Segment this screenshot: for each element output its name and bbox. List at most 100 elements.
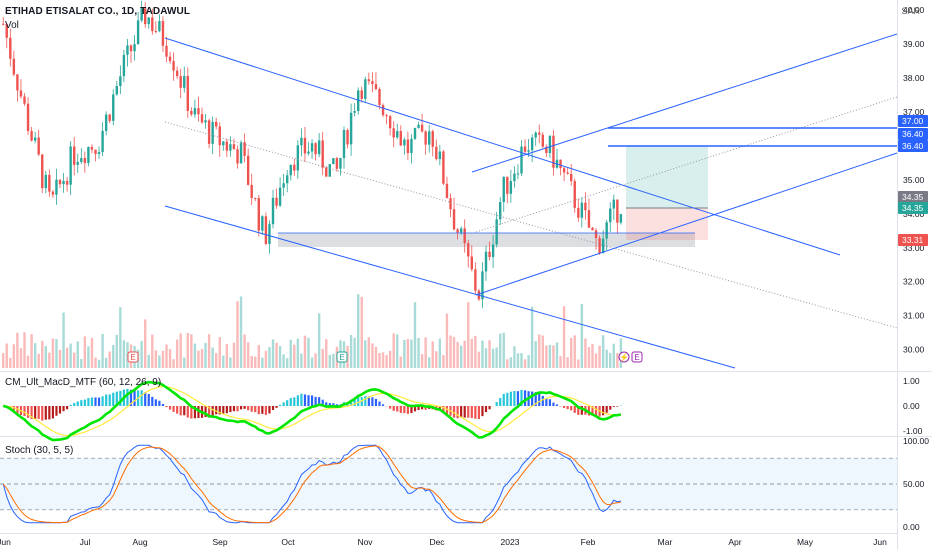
macd-histogram-bar <box>193 406 196 419</box>
macd-histogram-bar <box>73 403 76 406</box>
candle-body <box>502 176 505 203</box>
earnings-marker[interactable]: E <box>127 351 139 363</box>
volume-bar <box>207 334 211 368</box>
earnings-marker[interactable]: E <box>336 351 348 363</box>
candle-body <box>151 17 154 32</box>
macd-histogram-bar <box>105 394 108 406</box>
price-label-box <box>898 191 928 203</box>
volume-bar <box>332 353 335 368</box>
price-tick-label: 31.00 <box>903 311 925 321</box>
candle-body <box>239 142 243 164</box>
macd-histogram-bar <box>602 406 605 416</box>
support-zone[interactable] <box>278 233 695 247</box>
earnings-marker[interactable]: E <box>631 351 643 363</box>
volume-bar <box>516 353 520 368</box>
macd-histogram-bar <box>161 403 165 406</box>
volume-bar <box>12 344 16 368</box>
volume-bar <box>300 353 303 368</box>
candle-body <box>580 202 584 218</box>
macd-histogram-bar <box>208 406 211 418</box>
up-channel-upper-line[interactable] <box>471 33 898 173</box>
volume-bar <box>420 354 424 368</box>
symbol-title[interactable]: ETIHAD ETISALAT CO., 1D, TADAWUL <box>5 6 191 17</box>
price-tick-label: 40.00 <box>903 5 925 15</box>
macd-histogram-bar <box>289 398 292 406</box>
candle-body <box>268 224 271 244</box>
candle-body <box>399 131 402 146</box>
stoch-pane[interactable]: 100.00 50.00 0.00 <box>0 436 929 532</box>
candle-body <box>161 21 165 46</box>
macd-histogram-bar <box>112 392 115 406</box>
macd-histogram-bar <box>232 406 236 412</box>
macd-histogram-bar <box>531 391 534 406</box>
macd-histogram-bar <box>371 397 374 406</box>
candle-body <box>612 199 615 209</box>
price-label-text: 36.40 <box>902 129 924 139</box>
volume-bar <box>534 341 537 368</box>
volume-bar <box>562 306 566 368</box>
volume-bar <box>605 349 608 368</box>
macd-histogram-bar <box>364 396 367 406</box>
volume-bar <box>282 354 285 368</box>
macd-histogram-bar <box>555 404 559 406</box>
up-channel-lower-line[interactable] <box>475 152 898 296</box>
candle-body <box>83 158 87 163</box>
candle-body <box>463 228 466 244</box>
macd-tick-label: 1.00 <box>903 376 920 386</box>
candle-body <box>435 146 438 160</box>
macd-histogram-bar <box>218 406 221 415</box>
volume-bar <box>513 346 516 368</box>
candle-body <box>332 158 335 165</box>
candle-body <box>229 144 232 151</box>
candle-body <box>37 137 40 155</box>
event-markers[interactable]: E E ⚡ E <box>127 351 643 363</box>
macd-label[interactable]: CM_Ult_MacD_MTF (60, 12, 26, 9) <box>5 377 162 388</box>
volume-bar <box>254 356 257 368</box>
volume-bar <box>502 332 505 368</box>
split-marker[interactable]: ⚡ <box>618 351 630 363</box>
volume-bar <box>317 313 321 368</box>
macd-histogram-bar <box>616 406 619 407</box>
stoch-label[interactable]: Stoch (30, 5, 5) <box>5 445 74 456</box>
candle-body <box>388 116 392 129</box>
time-tick-label: Jun <box>873 537 887 547</box>
target-zone[interactable] <box>626 146 708 208</box>
candle-body <box>183 76 186 88</box>
macd-histogram-bar <box>48 406 51 420</box>
price-axis[interactable]: 40.0039.0038.0037.0036.0035.0034.0033.00… <box>903 5 925 354</box>
stop-zone[interactable] <box>626 208 708 240</box>
macd-histogram-bar <box>570 406 573 411</box>
time-tick-label: Jun <box>0 537 11 547</box>
volume-bar <box>445 313 449 368</box>
volume-bar <box>2 353 5 368</box>
volume-bar <box>76 341 79 368</box>
volume-bar <box>499 333 502 368</box>
candle-body <box>296 145 300 171</box>
macd-histogram-bar <box>261 406 264 414</box>
macd-pane[interactable]: 1.00 0.00 -1.00 <box>2 376 923 442</box>
volume-bar <box>349 334 353 368</box>
macd-histogram-bar <box>151 396 154 406</box>
volume-bar <box>115 334 118 368</box>
macd-signal-line <box>3 385 621 437</box>
stoch-tick-label: 50.00 <box>903 479 925 489</box>
macd-histogram-bar <box>211 406 214 416</box>
volume-label[interactable]: Vol <box>5 20 19 31</box>
candle-body <box>385 115 388 117</box>
volume-bar <box>474 335 477 368</box>
candle-body <box>264 216 268 244</box>
macd-histogram-bar <box>591 406 594 416</box>
volume-bar <box>108 351 111 368</box>
volume-bar <box>417 337 420 368</box>
time-axis[interactable]: Jun Jul Aug Sep Oct Nov Dec 2023 Feb Mar Apr May Jun <box>0 537 887 547</box>
macd-histogram-bar <box>80 400 83 406</box>
macd-histogram-bar <box>62 406 65 412</box>
macd-histogram-bar <box>279 404 282 406</box>
channel-mid-line[interactable] <box>164 121 898 329</box>
macd-histogram-bar <box>548 399 551 406</box>
macd-histogram-bar <box>271 406 275 410</box>
volume-bar <box>452 336 456 368</box>
channel-upper-line[interactable] <box>164 37 841 256</box>
channel-lower-line[interactable] <box>164 205 736 369</box>
